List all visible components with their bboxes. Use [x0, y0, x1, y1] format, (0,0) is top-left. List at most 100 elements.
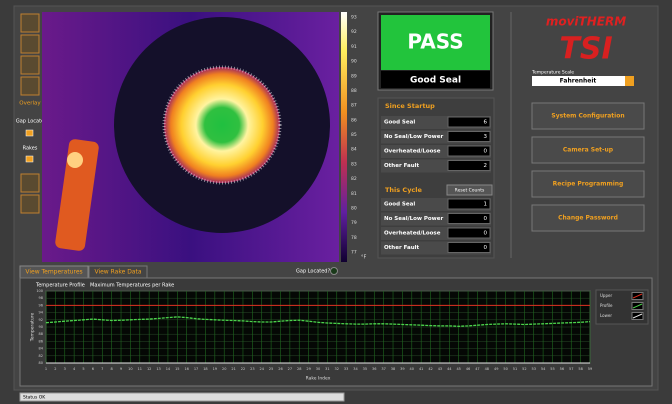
x-tick-label: 1 — [45, 367, 47, 371]
x-tick-label: 23 — [250, 367, 254, 371]
x-tick-label: 12 — [147, 367, 151, 371]
reset-counts-button[interactable] — [446, 184, 493, 196]
x-tick-label: 47 — [475, 367, 479, 371]
fixture-arm — [55, 139, 99, 251]
legend-label: Profile — [600, 303, 613, 308]
x-tick-label: 28 — [297, 367, 301, 371]
camera-tool[interactable] — [20, 173, 40, 193]
x-tick-label: 45 — [456, 367, 460, 371]
save-tool[interactable] — [20, 194, 40, 214]
status-text: Status OK — [23, 395, 46, 401]
x-axis-label: Rake Index — [306, 376, 331, 382]
color-scale-tick: 83 — [351, 161, 357, 167]
fixture-hot-spot — [67, 152, 83, 168]
count-box — [447, 242, 491, 253]
tab-label: View Rake Data — [94, 269, 141, 276]
menu-button[interactable] — [531, 102, 645, 130]
since-startup-title: Since Startup — [385, 102, 435, 110]
status-bar — [19, 392, 345, 402]
color-scale-tick: 90 — [351, 59, 357, 65]
color-scale-tick: 93 — [351, 15, 357, 21]
chart-subtitle: Maximum Temperatures per Rake — [90, 283, 174, 289]
seal-ring — [164, 67, 280, 183]
count-box — [447, 227, 491, 239]
x-tick-label: 17 — [194, 367, 198, 371]
count-value: 0 — [484, 216, 488, 222]
x-tick-label: 54 — [541, 367, 546, 371]
count-label: Good Seal — [384, 120, 415, 126]
legend-swatch-line — [632, 303, 643, 309]
x-tick-label: 30 — [316, 367, 320, 371]
color-scale-tick: 84 — [351, 147, 357, 153]
x-tick-label: 55 — [550, 367, 554, 371]
x-tick-label: 58 — [578, 367, 582, 371]
rakes-checkbox[interactable] — [25, 155, 34, 163]
region-tool[interactable] — [20, 76, 40, 96]
y-tick-label: 98 — [39, 296, 43, 300]
thermal-image — [42, 12, 339, 262]
color-scale-unit: °F — [361, 255, 367, 261]
color-scale-tick: 92 — [351, 29, 357, 35]
legend-swatch-line — [632, 313, 643, 319]
overlay-label: Overlay — [19, 101, 41, 107]
y-tick-label: 92 — [39, 318, 43, 322]
x-tick-label: 39 — [400, 367, 404, 371]
y-tick-label: 84 — [39, 347, 44, 351]
x-tick-label: 8 — [111, 367, 113, 371]
x-tick-label: 34 — [353, 367, 358, 371]
temperature-scale-dropdown[interactable] — [532, 76, 634, 86]
x-tick-label: 43 — [438, 367, 442, 371]
this-cycle-title: This Cycle — [385, 186, 423, 194]
result-status: PASS — [407, 30, 463, 54]
color-scale-tick: 82 — [351, 176, 357, 182]
y-tick-label: 82 — [39, 354, 43, 358]
x-tick-label: 40 — [410, 367, 414, 371]
x-tick-label: 49 — [494, 367, 498, 371]
y-tick-label: 96 — [39, 303, 43, 307]
legend-label: Upper — [600, 293, 612, 298]
x-tick-label: 42 — [428, 367, 432, 371]
x-tick-label: 56 — [560, 367, 564, 371]
legend-swatch-line — [632, 293, 643, 299]
gap-located-label: Gap Located? — [296, 269, 330, 275]
gap-locate-checkbox[interactable] — [25, 129, 34, 137]
x-tick-label: 13 — [156, 367, 160, 371]
legend-label: Lower — [600, 313, 612, 318]
menu-button[interactable] — [531, 204, 645, 232]
y-tick-label: 88 — [39, 332, 43, 336]
x-tick-label: 14 — [166, 367, 171, 371]
menu-button-label: System Configuration — [551, 113, 624, 120]
rake-overlay — [162, 65, 282, 185]
toolbar — [20, 13, 40, 214]
color-scale-tick: 87 — [351, 103, 357, 109]
menu-button[interactable] — [531, 136, 645, 164]
count-value: 0 — [484, 149, 488, 155]
x-tick-label: 46 — [466, 367, 470, 371]
x-tick-label: 20 — [222, 367, 226, 371]
x-tick-label: 51 — [513, 367, 517, 371]
line-tool[interactable] — [20, 55, 40, 75]
menu-button-label: Change Password — [558, 215, 618, 222]
color-scale-bar — [341, 12, 347, 262]
chart-title: Temperature Profile — [35, 283, 85, 289]
x-tick-label: 22 — [241, 367, 245, 371]
rakes-label: Rakes — [23, 146, 38, 152]
color-scale-tick: 81 — [351, 191, 357, 197]
dropdown-arrow[interactable] — [625, 76, 634, 86]
color-scale-tick: 80 — [351, 205, 357, 211]
color-scale-tick: 79 — [351, 220, 357, 226]
y-axis-label: Temperature — [30, 313, 36, 343]
color-scale-tick: 91 — [351, 44, 357, 50]
x-tick-label: 2 — [54, 367, 56, 371]
result-label-bg — [381, 71, 490, 88]
x-tick-label: 9 — [120, 367, 122, 371]
color-scale-tick: 85 — [351, 132, 357, 138]
result-label: Good Seal — [410, 76, 461, 86]
x-tick-label: 18 — [203, 367, 207, 371]
zoom-tool[interactable] — [20, 13, 40, 33]
menu-button[interactable] — [531, 170, 645, 198]
color-scale-tick: 89 — [351, 73, 357, 79]
x-tick-label: 44 — [447, 367, 452, 371]
pan-tool[interactable] — [20, 34, 40, 54]
